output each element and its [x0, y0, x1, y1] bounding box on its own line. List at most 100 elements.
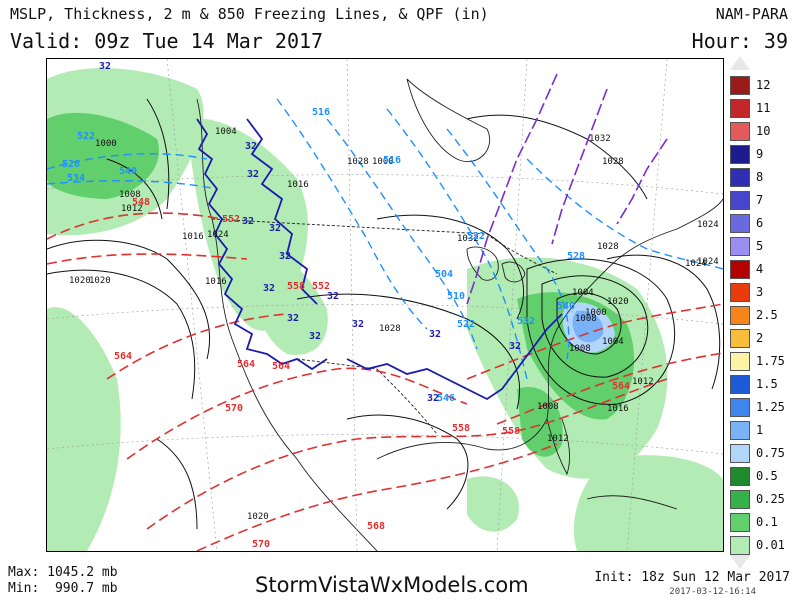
thickness-label: 558	[502, 426, 520, 437]
thickness-label: 558	[452, 423, 470, 434]
freezing-label: 32	[327, 291, 339, 302]
legend-row: 9	[726, 145, 796, 164]
legend-swatch	[730, 191, 750, 210]
freezing-label: 32	[509, 341, 521, 352]
thickness-lines	[47, 212, 723, 551]
legend-arrow-down-icon	[730, 555, 750, 569]
legend-row: 12	[726, 76, 796, 95]
thickness-label: 558	[287, 281, 305, 292]
site-url: StormVistaWxModels.com	[255, 573, 529, 597]
thickness-line	[47, 212, 223, 240]
legend-swatch	[730, 536, 750, 555]
thickness-label: 552	[222, 214, 240, 225]
freezing-line-2m-segment	[466, 73, 558, 305]
freezing-label: 32	[352, 319, 364, 330]
thickness-cold-label: 504	[435, 269, 453, 280]
legend-row: 1	[726, 421, 796, 440]
legend-label: 10	[756, 124, 771, 138]
thickness-label: 570	[252, 539, 270, 550]
cold-thickness-line	[276, 98, 428, 330]
freezing-line-2m	[466, 73, 668, 305]
thickness-cold-label: 516	[383, 155, 401, 166]
isobar-label: 1016	[287, 180, 309, 190]
legend-label: 0.01	[756, 538, 785, 552]
qpf-area-mexico	[467, 476, 519, 532]
thickness-label: 548	[132, 197, 150, 208]
qpf-legend: 12 11 10 9 8 7 6 5 4 3 2.5 2 1.75 1.5 1.25 1 0.75 0.5 0.25…	[726, 56, 796, 569]
isobar-label: 1020	[89, 276, 111, 286]
freezing-label: 32	[309, 331, 321, 342]
legend-arrow-up-icon	[730, 56, 750, 70]
map-labels: 1004100010081012101610201024102810321000…	[62, 61, 719, 550]
isobar-label: 1020	[607, 297, 629, 307]
isobar-label: 1024	[697, 257, 719, 267]
freezing-label: 32	[427, 393, 439, 404]
model-name: NAM-PARA	[715, 5, 788, 23]
forecast-hour: Hour: 39	[691, 29, 788, 53]
legend-row: 8	[726, 168, 796, 187]
thickness-cold-label: 532	[517, 316, 535, 327]
coastline-gulf	[376, 418, 548, 460]
thickness-label: 570	[225, 403, 243, 414]
legend-swatch	[730, 398, 750, 417]
thickness-cold-label: 546	[437, 393, 455, 404]
thickness-cold-label: 540	[119, 166, 137, 177]
legend-label: 1.5	[756, 377, 778, 391]
legend-swatch	[730, 283, 750, 302]
us-mexico-border	[296, 358, 438, 435]
thickness-label: 568	[367, 521, 385, 532]
legend-label: 12	[756, 78, 771, 92]
isobar	[47, 239, 211, 360]
isobar-label: 1004	[572, 288, 594, 298]
isobar-label: 1020	[247, 512, 269, 522]
freezing-label: 32	[263, 283, 275, 294]
legend-label: 4	[756, 262, 764, 276]
isobar	[541, 275, 649, 378]
legend-row: 0.01	[726, 536, 796, 555]
legend-swatch	[730, 99, 750, 118]
thickness-cold-label: 516	[312, 107, 330, 118]
legend-label: 1.25	[756, 400, 785, 414]
legend-row: 1.25	[726, 398, 796, 417]
isobar	[47, 269, 196, 400]
thickness-cold-label: 522	[457, 319, 475, 330]
legend-row: 1.5	[726, 375, 796, 394]
isobar-label: 1004	[215, 127, 237, 137]
legend-label: 5	[756, 239, 764, 253]
isobar-label: 1000	[585, 308, 607, 318]
cold-thickness-line	[386, 108, 528, 380]
legend-swatch	[730, 329, 750, 348]
isobar-label: 1028	[597, 242, 619, 252]
cuba	[586, 495, 678, 510]
legend-label: 0.1	[756, 515, 778, 529]
cold-thickness-lines	[47, 98, 723, 380]
qpf-area-coastal-low-inner	[572, 310, 604, 343]
isobar-label: 1028	[379, 324, 401, 334]
cold-thickness-line	[446, 128, 570, 360]
legend-row: 2	[726, 329, 796, 348]
init-time: Init: 18z Sun 12 Mar 2017	[594, 570, 790, 585]
legend-label: 7	[756, 193, 764, 207]
thickness-line	[196, 443, 558, 551]
isobar	[526, 258, 676, 405]
legend-swatch	[730, 444, 750, 463]
grid-line	[496, 59, 528, 551]
qpf-area-southeast	[517, 387, 563, 457]
weather-map: 1004 1000 1008 1012 1016 1020 1024 1028 1032 1000…	[46, 58, 724, 552]
legend-swatch	[730, 76, 750, 95]
isobar-label: 1028	[347, 157, 369, 167]
legend-swatch	[730, 260, 750, 279]
legend-row: 3	[726, 283, 796, 302]
isobar-label: 1000	[95, 139, 117, 149]
legend-row: 0.5	[726, 467, 796, 486]
thickness-line	[106, 313, 288, 380]
map-title: MSLP, Thickness, 2 m & 850 Freezing Line…	[10, 5, 489, 23]
isobar	[296, 293, 521, 410]
isobar-label: 1024	[207, 230, 229, 240]
cold-thickness-line	[526, 158, 723, 270]
legend-row: 11	[726, 99, 796, 118]
thickness-line	[126, 367, 468, 460]
isobar-label: 1020	[69, 276, 91, 286]
isobar-label: 1004	[602, 337, 624, 347]
isobar-label: 1024	[697, 220, 719, 230]
